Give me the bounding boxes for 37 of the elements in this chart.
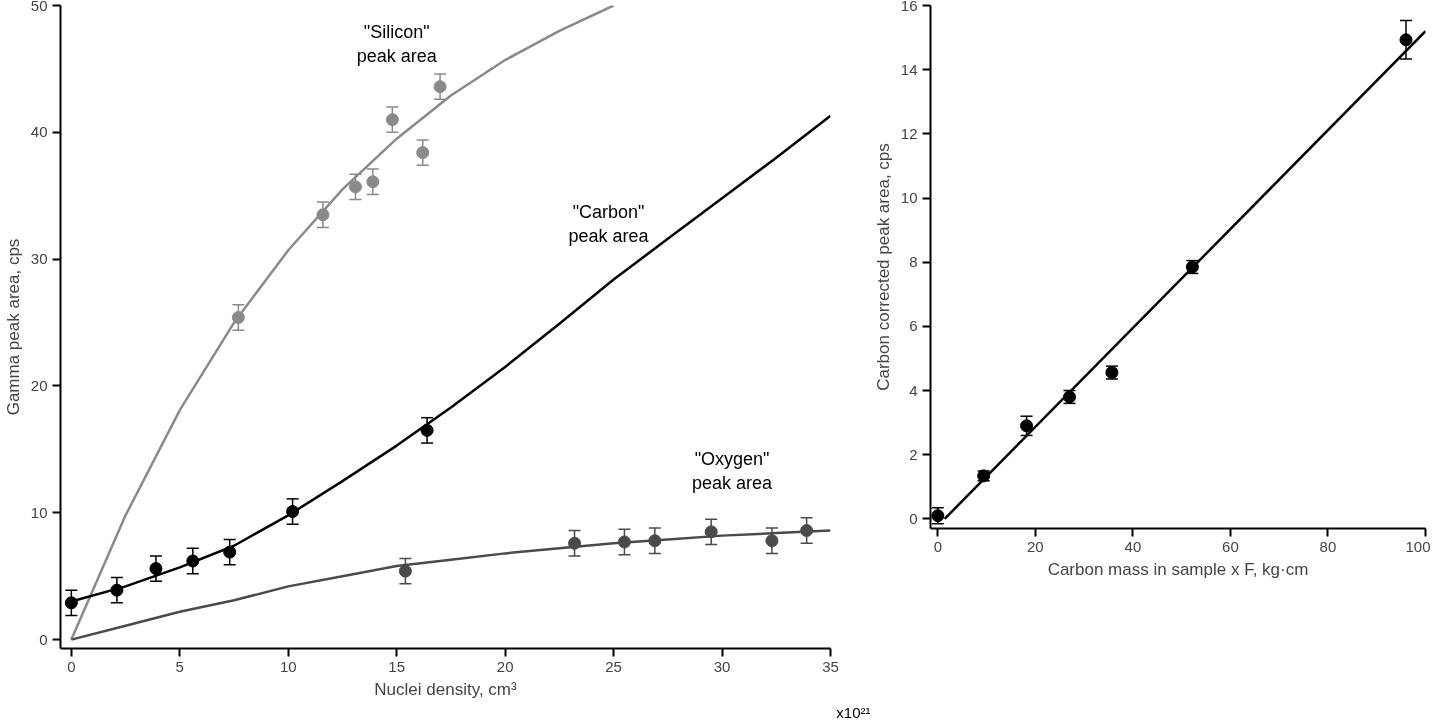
x-tick-label: 20	[1027, 537, 1044, 555]
x-tick-label: 35	[822, 657, 839, 675]
y-axis-title: Gamma peak area, cps	[3, 238, 23, 416]
y-tick-label: 16	[900, 0, 918, 14]
x-tick-label: 10	[279, 657, 297, 675]
x-axis-title: Nuclei density, cm³	[374, 679, 518, 699]
y-tick-label: 30	[30, 250, 48, 268]
y-axis-title: Carbon corrected peak area, cps	[873, 143, 893, 391]
y-tick-label: 10	[900, 189, 918, 207]
x-axis-title: Carbon mass in sample x F, kg·cm	[1047, 559, 1309, 579]
x-tick-label: 40	[1124, 537, 1142, 555]
text: "Oxygen" peak area	[692, 448, 774, 493]
x-tick-label: 80	[1319, 537, 1337, 555]
y-tick-label: 40	[30, 123, 48, 141]
x-tick-label: 0	[933, 537, 942, 555]
x-tick-label: 20	[496, 657, 514, 675]
series-label: "Carbon" peak area	[568, 202, 650, 247]
y-tick-label: 10	[30, 503, 48, 521]
x-tick-label: 30	[713, 657, 731, 675]
x-tick-label: 100	[1405, 537, 1431, 555]
y-tick-label: 8	[909, 253, 918, 271]
y-tick-label: 4	[909, 381, 918, 399]
y-tick-label: 0	[39, 630, 48, 648]
x-tick-label: 5	[175, 657, 184, 675]
y-tick-label: 14	[900, 60, 918, 78]
series-label: "Silicon" peak area	[356, 21, 438, 66]
y-tick-label: 6	[909, 317, 918, 335]
y-tick-label: 12	[900, 124, 918, 142]
y-tick-label: 20	[30, 376, 48, 394]
x-tick-label: 15	[388, 657, 406, 675]
x-tick-label: 60	[1222, 537, 1239, 555]
y-tick-label: 50	[30, 0, 48, 14]
x-tick-label: 25	[605, 657, 622, 675]
text: x10²¹	[836, 703, 871, 721]
x-tick-label: 0	[67, 657, 76, 675]
y-tick-label: 0	[909, 509, 918, 527]
y-tick-label: 2	[909, 445, 918, 463]
